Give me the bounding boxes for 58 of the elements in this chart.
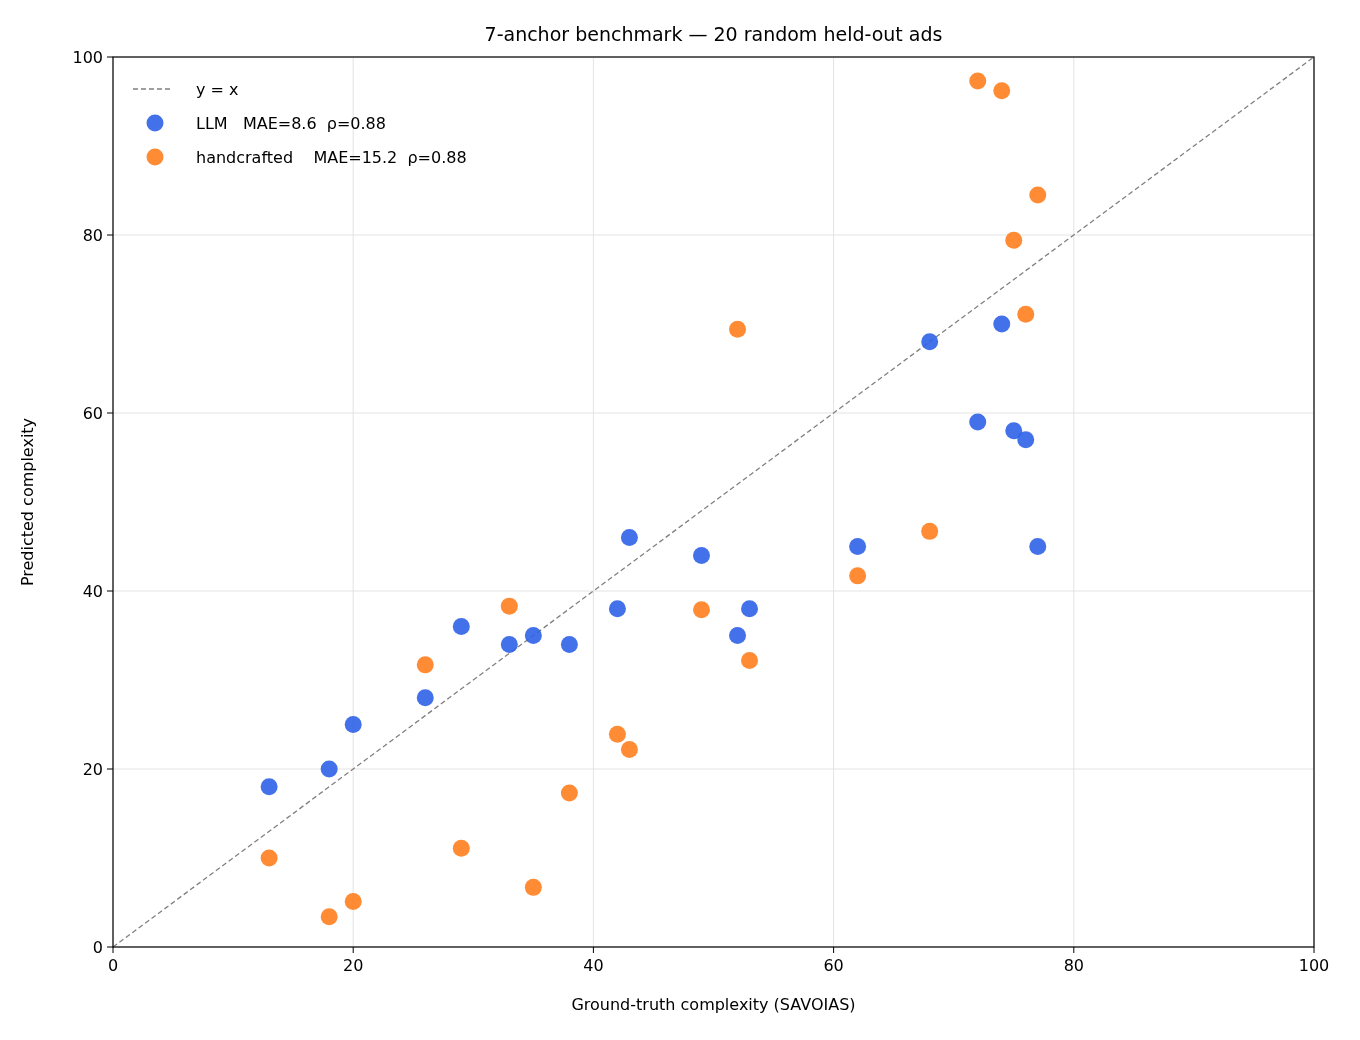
point — [620, 529, 638, 547]
point — [969, 413, 987, 431]
point — [729, 320, 747, 338]
point — [741, 600, 759, 618]
point — [1029, 186, 1047, 204]
x-tick-label: 60 — [823, 956, 844, 975]
point — [1005, 231, 1023, 249]
point — [344, 716, 362, 733]
point — [1005, 422, 1023, 440]
x-axis-title: Ground-truth complexity (SAVOIAS) — [571, 995, 856, 1014]
y-tick-label: 40 — [82, 581, 103, 601]
point — [849, 567, 867, 585]
point — [260, 778, 278, 796]
y-tick-label: 80 — [82, 225, 103, 245]
point — [452, 618, 470, 636]
point — [1029, 538, 1047, 555]
point — [692, 601, 710, 619]
y-tick-label: 100 — [72, 47, 103, 67]
y-tick-label: 0 — [92, 937, 103, 957]
x-tick-label: 100 — [1298, 956, 1330, 975]
point — [849, 538, 867, 555]
point — [692, 546, 710, 564]
point — [416, 689, 434, 707]
point — [524, 627, 542, 644]
point — [500, 635, 518, 653]
point — [560, 784, 578, 802]
y-tick-label: 60 — [82, 403, 103, 423]
y-axis-title: Predicted complexity — [18, 417, 37, 587]
point — [741, 651, 759, 669]
point — [320, 760, 338, 778]
point — [993, 82, 1011, 100]
point — [608, 600, 626, 618]
legend-label: LLM MAE=8.6 ρ=0.88 — [196, 113, 386, 133]
point — [993, 315, 1011, 333]
legend-label: handcrafted MAE=15.2 ρ=0.88 — [196, 147, 467, 167]
x-tick-label: 40 — [583, 956, 604, 975]
x-tick-label: 20 — [343, 956, 364, 975]
point — [921, 522, 939, 540]
point — [500, 597, 518, 615]
x-tick-label: 80 — [1063, 956, 1084, 975]
chart-title: 7-anchor benchmark — 20 random held-out ads — [484, 23, 943, 45]
legend-label: y = x — [196, 79, 239, 99]
point — [969, 72, 987, 90]
point — [620, 740, 638, 758]
point — [452, 839, 470, 857]
point — [524, 878, 542, 896]
point — [608, 725, 626, 743]
x-tick-label: 0 — [107, 956, 119, 975]
point — [1017, 305, 1035, 323]
point — [260, 849, 278, 867]
point — [560, 635, 578, 653]
point — [344, 893, 362, 911]
y-tick-label: 20 — [82, 759, 103, 779]
point — [416, 656, 434, 674]
point — [921, 333, 939, 351]
point — [320, 908, 338, 926]
point — [729, 627, 747, 644]
point — [1017, 431, 1035, 449]
